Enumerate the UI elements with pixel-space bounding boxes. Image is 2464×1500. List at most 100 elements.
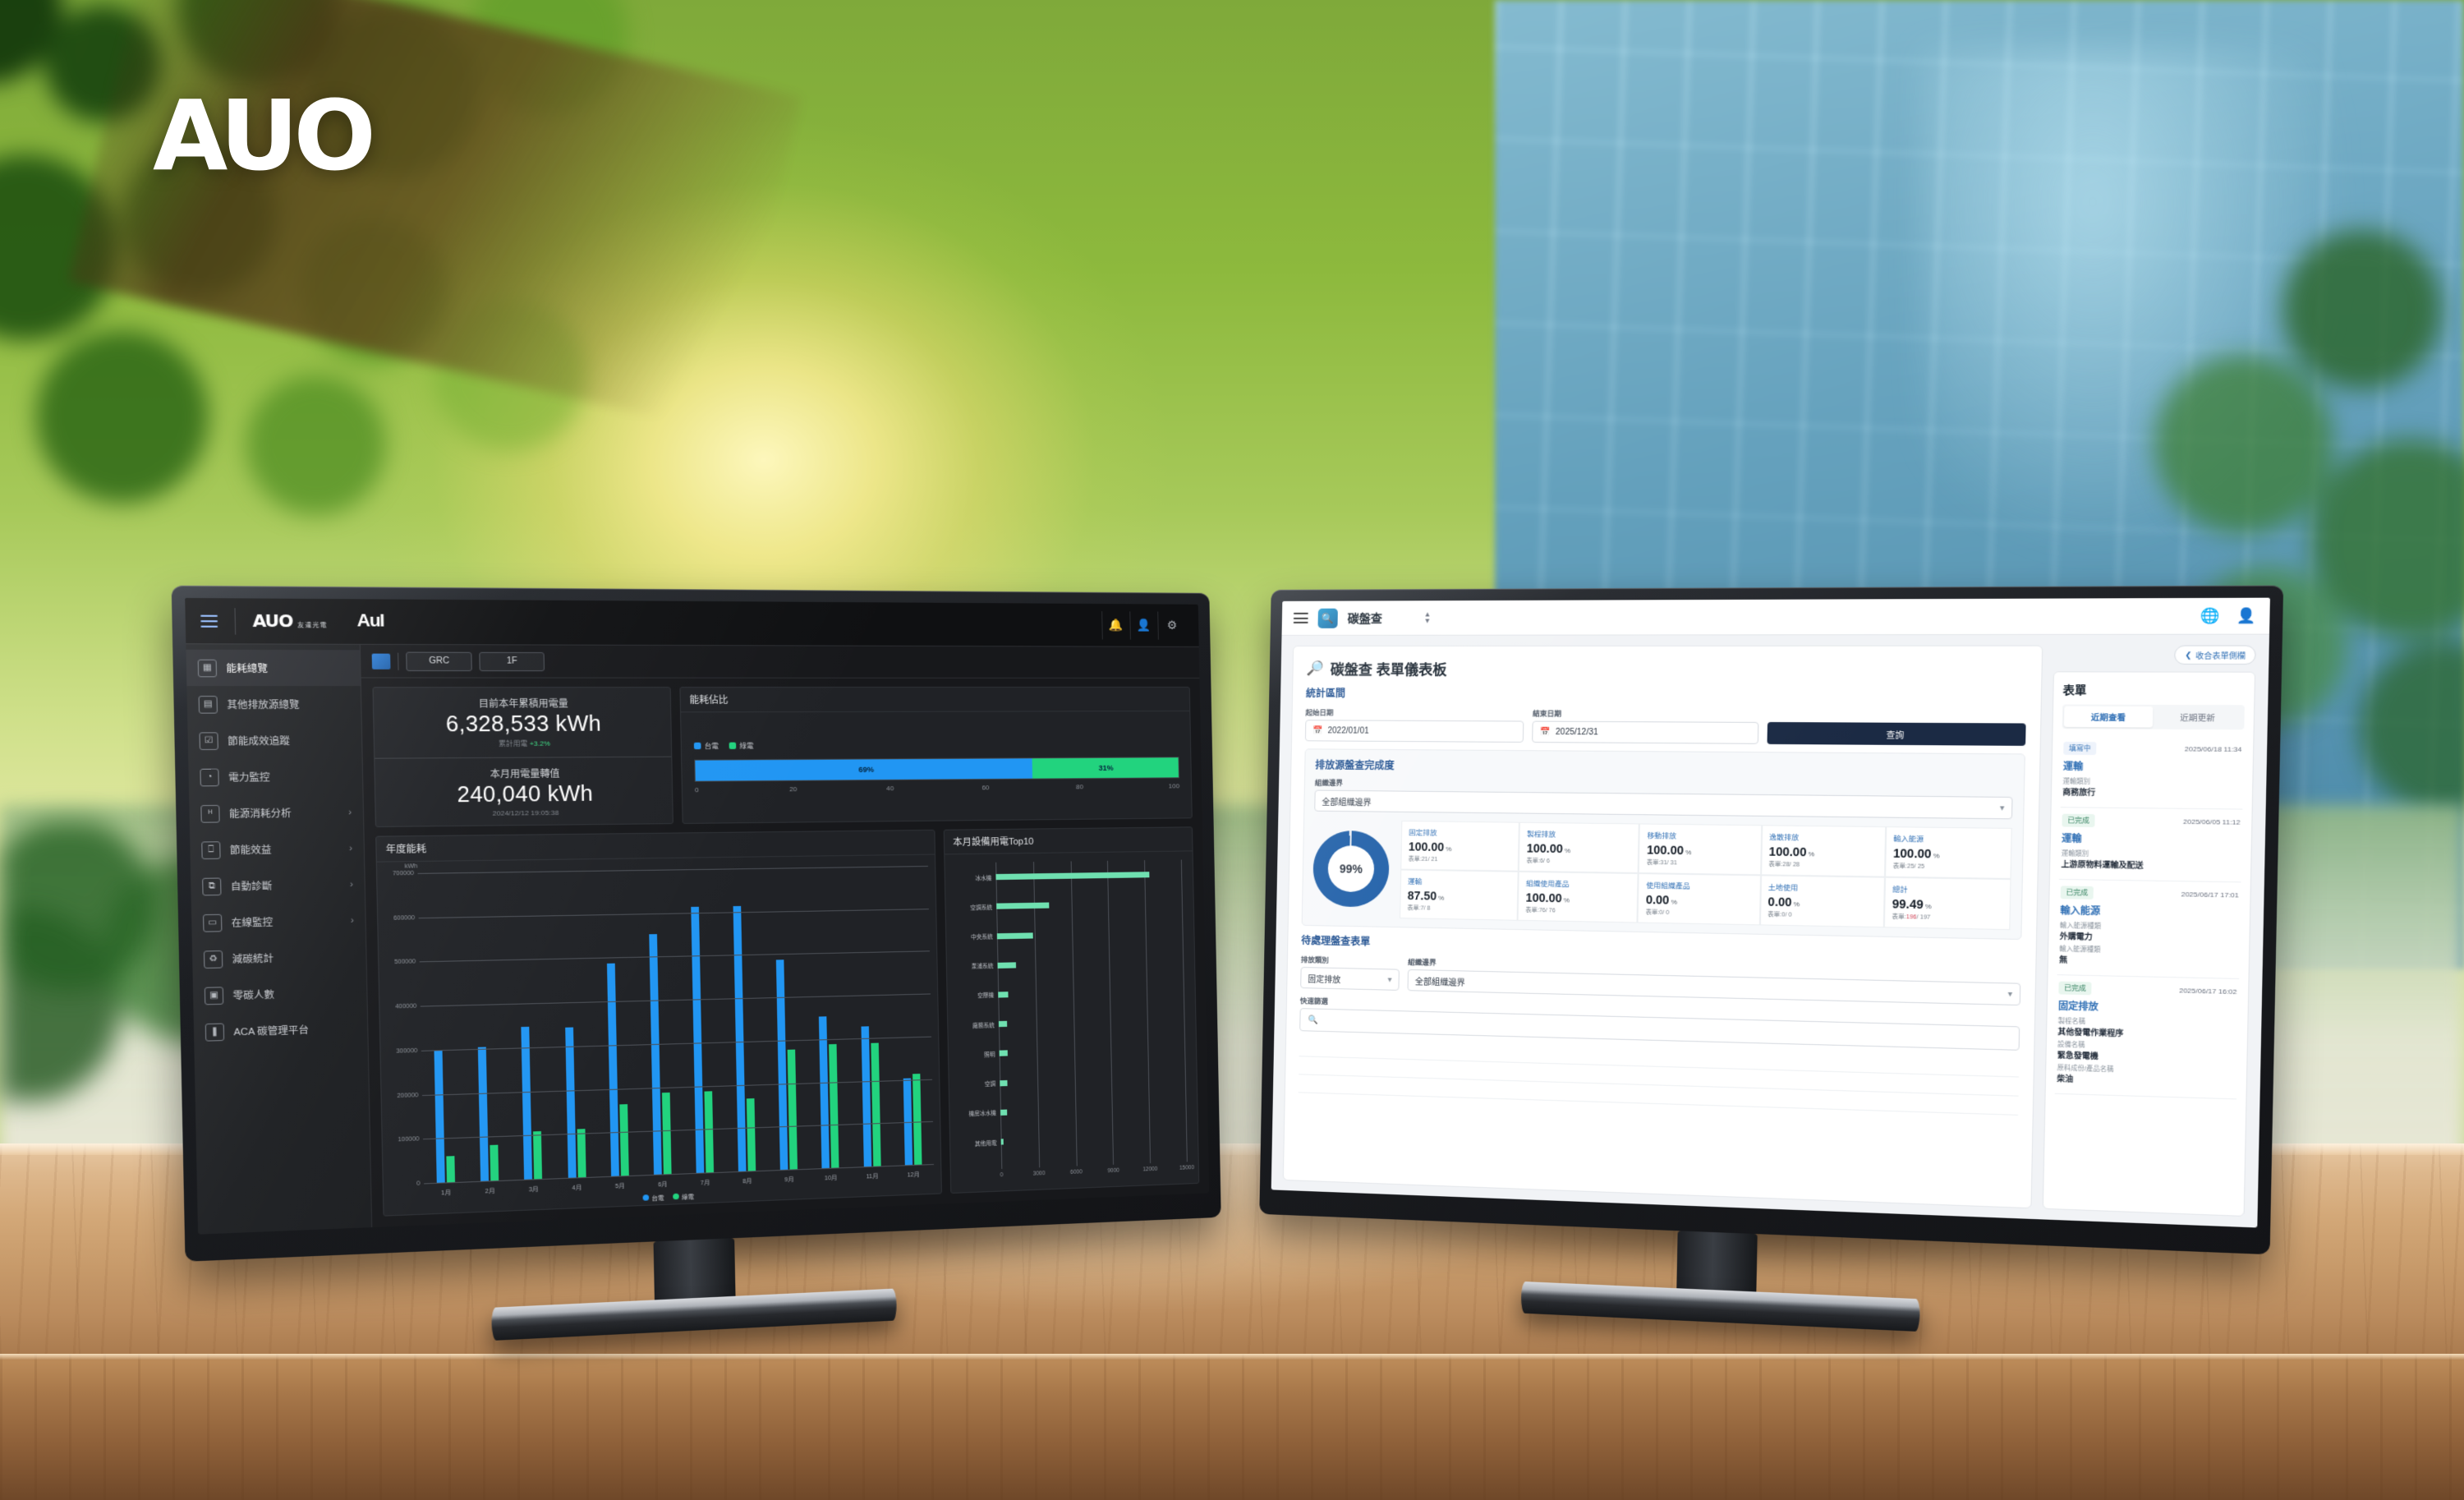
card-title: 能耗佔比 [680,687,1190,713]
gear-icon[interactable]: ⚙ [1157,611,1186,640]
table-icon: ▤ [198,695,218,714]
bookmark-icon: ❚ [205,1022,225,1042]
results-placeholder-rows [1298,1038,2020,1116]
stacked-segment: 69% [695,758,1033,781]
boundary-select[interactable]: 全部組織邊界 ▾ [1314,789,2013,820]
sidebar-item-4[interactable]: ᴴ 能源消耗分析 › [189,794,363,832]
form-card-1[interactable]: 已完成 2025/06/05 11:12 運輸 運輸類別 上游原物料運輸及配送 [2058,808,2243,883]
chevron-down-icon: ▾ [2007,989,2013,999]
timestamp: 2025/06/18 11:34 [2184,745,2242,754]
sidebar-item-3[interactable]: ◔ 電力監控 [188,758,362,796]
card-title: 製程排放 [1526,829,1556,839]
globe-icon[interactable]: 🌐 [2200,607,2221,624]
calendar-icon: 📅 [1312,725,1323,735]
account-icon[interactable]: 👤 [2236,606,2257,624]
bar-row: 中央系統 [971,918,1183,950]
chevron-updown-icon[interactable]: ▴ ▾ [1425,609,1430,626]
y-axis-tick: 600000 [393,914,416,922]
legend-item: 台電 [642,1194,664,1203]
forms-tab-1[interactable]: 近期更新 [2179,713,2216,724]
category-label: 中央系統 [971,934,993,941]
completion-card-2: 移動排放 100.00% 表單:31/ 31 [1639,823,1762,876]
app-mark-logo: AuI [356,611,384,631]
legend-item: 綠電 [729,741,754,751]
table-front-edge [0,1354,2464,1500]
date-range-row: 起始日期 📅 2022/01/01 結束日期 📅 2025 [1304,707,2026,746]
kpi-monthly-usage: 本月用電量轉值 240,040 kWh 2024/12/12 19:05:38 [375,756,673,828]
category-label: 空調 [984,1081,996,1088]
kpi-value: 240,040 kWh [457,781,594,808]
card-count: 表單:6/ 6 [1526,858,1550,865]
sidebar-item-6[interactable]: ⧉ 自動診斷 › [191,866,365,904]
kpi-card-group: 目前本年累積用電量 6,328,533 kWh 累計用電 +3.2% 本 [372,687,673,828]
bar [490,1145,499,1182]
end-date-input[interactable]: 📅 2025/12/31 [1532,720,1759,744]
bar [997,962,1016,969]
bar [733,906,747,1173]
bar [618,1104,629,1177]
completion-card-6: 組織使用產品 100.00% 表單:76/ 76 [1517,871,1639,923]
card-value: 99.49% [1892,896,1932,912]
form-card-title: 輸入能源 [2060,905,2101,918]
sidebar-item-1[interactable]: ▤ 其他排放源總覽 [186,686,361,722]
card-value: 100.00% [1768,844,1815,859]
y-axis-tick: 100000 [398,1135,420,1143]
tab-1f[interactable]: 1F [479,651,545,671]
bar [776,959,788,1171]
top10-chart-card: 本月設備用電Top10 冰水機 空調系統 中央系統 泵浦系統 空壓機 廠務系統 照明 空調 機房… [943,826,1200,1194]
form-field: 運輸類別 商務旅行 [2062,776,2241,799]
monitor-icon: ▭ [202,913,223,932]
user-icon[interactable]: 👤 [1129,610,1158,640]
collapse-sidebar-button[interactable]: ❮ 收合表單側欄 [2174,645,2256,665]
sidebar-item-0[interactable]: ▦ 能耗總覽 [186,649,361,687]
form-card-3[interactable]: 已完成 2025/06/17 16:02 固定排放 製程名稱 其他發電作業程序 設備名稱緊… [2054,975,2240,1100]
y-axis-tick: 500000 [393,959,416,966]
kpi-sub-delta: +3.2% [529,739,550,748]
sidebar-item-7[interactable]: ▭ 在線監控 › [191,902,365,941]
form-card-0[interactable]: 填寫中 2025/06/18 11:34 運輸 運輸類別 商務旅行 [2060,735,2245,810]
dark-topbar: AUO 友達光電 AuI 🔔 👤 ⚙ [185,597,1199,647]
sidebar-item-label: ACA 碳管理平台 [233,1024,310,1038]
sidebar-item-2[interactable]: ☑ 節能成效追蹤 [187,722,361,759]
kpi-annual-usage: 目前本年累積用電量 6,328,533 kWh 累計用電 +3.2% [374,688,672,758]
start-date-input[interactable]: 📅 2022/01/01 [1304,720,1524,743]
grid-icon: ▦ [197,659,218,677]
query-button[interactable]: 查詢 [1767,721,2026,746]
forms-sidebar: ❮ 收合表單側欄 表單 近期查看 近期更新 填寫中 2025/06/18 11:34… [2042,645,2256,1217]
category-select[interactable]: 固定排放 ▾ [1300,966,1400,991]
forms-list: 填寫中 2025/06/18 11:34 運輸 運輸類別 商務旅行 已完成 2025/06/… [2054,735,2245,1100]
sidebar-item-label: 節能成效追蹤 [228,735,290,748]
completion-kpi-grid: 固定排放 100.00% 表單:21/ 21 製程排放 100.00% 表單:6/ 6 移動… [1400,820,2012,931]
sidebar-item-9[interactable]: ▣ 零碳人數 [193,974,367,1015]
donut-center-label: 99% [1327,845,1375,893]
calendar-icon: 📅 [1539,727,1551,737]
card-value: 100.00% [1892,846,1940,861]
form-field: 運輸類別 上游原物料運輸及配送 [2061,849,2240,872]
plot-area: 冰水機 空調系統 中央系統 泵浦系統 空壓機 廠務系統 照明 空調 機房冰水機 其他用電 [969,859,1188,1170]
sidebar-item-5[interactable]: ⎕ 節能效益 › [190,830,364,868]
form-card-header: 已完成 2025/06/17 16:02 [2058,981,2237,999]
card-count: 表單:0/ 0 [1645,909,1670,917]
sidebar: ▦ 能耗總覽 ▤ 其他排放源總覽 ☑ 節能成效追蹤 ◔ 電力監控 ᴴ 能源消耗分析 › ⎕ 節能效益 › ⧉… [186,644,373,1235]
hamburger-icon[interactable] [200,614,218,628]
bar-row: 其他用電 [975,1120,1186,1157]
bar [564,1027,577,1179]
legend-item: 台電 [693,742,719,752]
legend-item: 綠電 [673,1193,694,1202]
hamburger-icon[interactable] [1293,612,1308,623]
bar [995,872,1150,881]
tab-grc[interactable]: GRC [406,651,472,671]
bar [996,932,1034,939]
boundary-filter-group: 組織邊界 全部組織邊界 ▾ [1407,957,2021,1006]
table-front-highlight [0,1354,2464,1360]
form-card-title: 運輸 [2062,762,2084,773]
bell-icon[interactable]: 🔔 [1101,610,1130,640]
form-card-2[interactable]: 已完成 2025/06/17 17:01 輸入能源 輸入能源種類 外購電力 輸入能源種類無 [2057,879,2241,979]
completion-panel: 排放源盤查完成度 組織邊界 全部組織邊界 ▾ 99% 固定排放 100.00% 表單 [1301,748,2025,941]
sidebar-item-8[interactable]: ♻ 減碳統計 [192,938,366,978]
forms-tab-0[interactable]: 近期查看 [2063,706,2154,728]
collapse-label: 收合表單側欄 [2195,651,2246,660]
form-field: 輸入能源種類無 [2059,944,2238,969]
sidebar-item-10[interactable]: ❚ ACA 碳管理平台 [194,1010,368,1051]
form-card-header: 已完成 2025/06/05 11:12 [2062,813,2241,829]
